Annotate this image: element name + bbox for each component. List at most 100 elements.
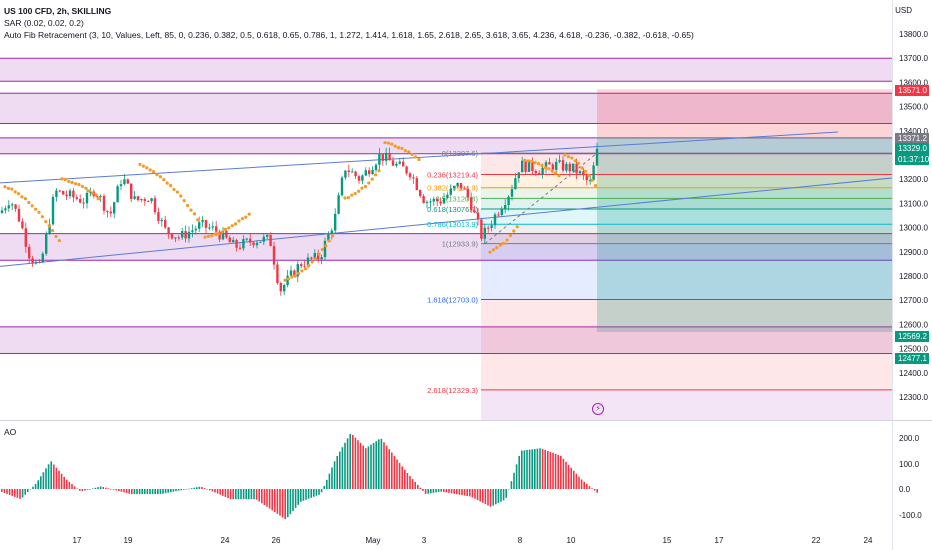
candle-body	[548, 162, 551, 165]
ao-bar	[365, 448, 367, 489]
sar-legend[interactable]: SAR (0.02, 0.02, 0.2)	[4, 18, 84, 28]
ao-bar	[313, 489, 315, 497]
ao-bar	[549, 451, 552, 489]
ao-axis-tick: 100.0	[899, 460, 920, 469]
ao-bar	[71, 484, 73, 489]
sar-dot	[583, 169, 588, 173]
ao-bar	[492, 489, 494, 506]
ao-legend[interactable]: AO	[4, 427, 17, 437]
ao-bar	[362, 445, 364, 489]
sar-dot	[51, 228, 55, 233]
ao-bar	[406, 472, 409, 489]
ao-bar	[185, 489, 188, 490]
ao-bar	[510, 481, 513, 489]
ao-bar	[591, 488, 593, 489]
candle-body	[126, 179, 129, 184]
ao-bar	[414, 481, 416, 489]
candle-body	[48, 224, 51, 234]
candle-body	[374, 164, 378, 170]
price-tag-entry: 13371.2	[895, 133, 929, 144]
ao-bar	[258, 489, 260, 502]
sar-dot	[543, 166, 548, 170]
sar-dot	[37, 210, 41, 214]
candle-body	[497, 214, 500, 216]
ao-bar	[539, 448, 541, 489]
candle-body	[150, 198, 153, 202]
candle-body	[269, 234, 272, 247]
ao-bar	[144, 489, 146, 495]
candle-body	[187, 231, 191, 239]
candle-body	[449, 188, 452, 195]
ao-bar	[469, 489, 471, 497]
ao-bar	[544, 449, 546, 489]
price-axis-tick: 12900.0	[899, 248, 928, 257]
candle-body	[306, 257, 310, 267]
ao-axis[interactable]: 200.0 100.0 0.0 -100.0	[899, 434, 922, 520]
ao-bar	[89, 489, 91, 490]
candle-body	[113, 202, 116, 214]
fib-zone	[481, 299, 892, 390]
candle-body	[174, 237, 177, 239]
candle-body	[58, 190, 61, 192]
ao-bar	[242, 489, 245, 500]
ao-bar	[76, 488, 78, 489]
ao-bar	[240, 489, 242, 500]
candle-body	[412, 177, 415, 179]
ao-bar	[60, 473, 63, 489]
ao-bar	[409, 475, 411, 489]
ao-bar	[458, 489, 461, 495]
ao-bar	[268, 489, 271, 509]
price-axis-tick: 13600.0	[899, 78, 928, 87]
candle-body	[500, 209, 503, 215]
sar-dot	[297, 271, 301, 276]
sar-dot	[417, 157, 421, 162]
flash-icon[interactable]: ⚡	[592, 403, 604, 415]
time-axis-tick: 24	[864, 536, 873, 545]
candlestick-series	[0, 142, 599, 296]
fib-retracement[interactable]: 0(13307.6)0.236(13219.4)0.382(13164.9)0.…	[427, 149, 892, 420]
sar-dot	[495, 246, 499, 250]
sar-dot	[533, 161, 537, 165]
candle-body	[565, 163, 568, 171]
candle-body	[592, 165, 595, 181]
candle-body	[371, 169, 374, 175]
trend-channel[interactable]	[0, 131, 893, 267]
sar-dot	[57, 238, 62, 243]
sar-dot	[550, 169, 554, 173]
candle-body	[170, 233, 174, 239]
time-axis-tick: 26	[272, 536, 281, 545]
ao-bar	[385, 445, 388, 489]
sar-dot	[240, 216, 244, 221]
ao-bar	[588, 486, 591, 489]
candle-body	[198, 222, 201, 229]
ao-bar	[107, 488, 110, 489]
ao-bar	[123, 489, 125, 493]
sar-dot	[220, 230, 224, 234]
sar-dot	[44, 219, 48, 224]
sar-dot	[367, 181, 371, 185]
sar-dot	[370, 177, 374, 181]
candle-body	[82, 202, 85, 204]
fib-legend[interactable]: Auto Fib Retracement (3, 10, Values, Lef…	[4, 30, 694, 40]
candle-body	[323, 240, 327, 258]
currency-label[interactable]: USD	[895, 6, 912, 15]
candle-body	[463, 188, 466, 190]
sar-dot	[566, 154, 571, 159]
candle-body	[317, 252, 320, 260]
ao-bar	[292, 489, 294, 512]
sar-dot	[557, 174, 561, 178]
sar-dot	[360, 186, 364, 190]
price-axis-tick: 13700.0	[899, 54, 928, 63]
price-axis-tick: 13000.0	[899, 224, 928, 233]
symbol-legend[interactable]: US 100 CFD, 2h, SKILLING	[4, 6, 112, 16]
sar-dot	[152, 170, 156, 174]
ao-bar	[593, 489, 596, 491]
ao-bar	[32, 486, 34, 489]
price-axis-tick: 12300.0	[899, 393, 928, 402]
sar-dot	[244, 215, 248, 219]
price-axis-tick: 12400.0	[899, 369, 928, 378]
candle-body	[504, 205, 507, 210]
ao-bar	[73, 486, 76, 489]
